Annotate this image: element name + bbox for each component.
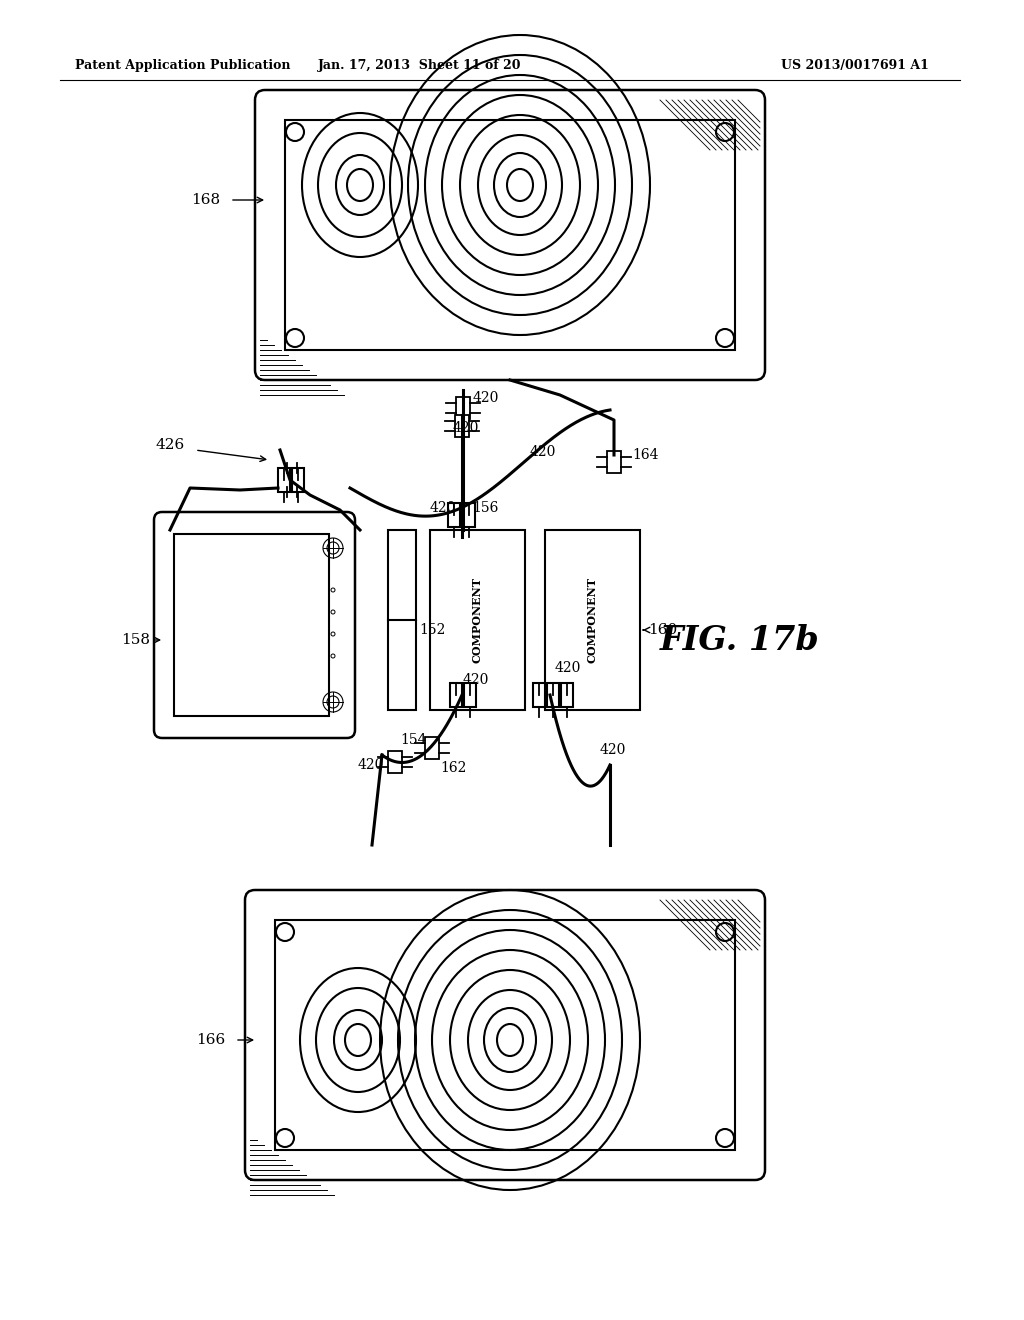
Ellipse shape — [716, 329, 734, 347]
Bar — [430, 531, 525, 710]
Text: 420: 420 — [358, 758, 384, 772]
Ellipse shape — [716, 923, 734, 941]
Text: 168: 168 — [190, 193, 220, 207]
Text: 164: 164 — [632, 447, 658, 462]
Text: 420: 420 — [430, 502, 457, 515]
Bar — [464, 682, 476, 708]
Text: 420: 420 — [530, 445, 556, 459]
Text: Patent Application Publication: Patent Application Publication — [75, 58, 291, 71]
Bar — [463, 503, 475, 527]
Bar — [278, 469, 290, 492]
Bar — [285, 120, 735, 350]
Bar — [545, 531, 640, 710]
Text: 152: 152 — [419, 623, 445, 638]
Ellipse shape — [286, 329, 304, 347]
Text: COMPONENT: COMPONENT — [587, 577, 597, 663]
Bar — [174, 535, 329, 715]
Text: 166: 166 — [196, 1034, 225, 1047]
Text: 158: 158 — [121, 634, 150, 647]
Text: 420: 420 — [453, 421, 479, 436]
Ellipse shape — [507, 169, 534, 201]
Bar — [455, 414, 469, 437]
Text: 420: 420 — [473, 391, 500, 405]
Text: Jan. 17, 2013  Sheet 11 of 20: Jan. 17, 2013 Sheet 11 of 20 — [318, 58, 522, 71]
Bar — [450, 682, 462, 708]
Bar — [534, 682, 545, 708]
FancyBboxPatch shape — [255, 90, 765, 380]
Ellipse shape — [286, 123, 304, 141]
Bar — [456, 397, 470, 418]
Text: COMPONENT: COMPONENT — [471, 577, 482, 663]
FancyBboxPatch shape — [154, 512, 355, 738]
Bar — [281, 473, 303, 487]
Text: FIG. 17b: FIG. 17b — [660, 623, 820, 656]
Text: 154: 154 — [400, 733, 427, 747]
Bar — [425, 737, 439, 759]
Ellipse shape — [276, 923, 294, 941]
Text: 156: 156 — [472, 502, 499, 515]
Text: 426: 426 — [155, 438, 184, 451]
Text: 162: 162 — [440, 762, 466, 775]
Ellipse shape — [347, 169, 373, 201]
Bar — [275, 920, 735, 1150]
Bar — [449, 503, 460, 527]
Text: 160: 160 — [648, 623, 677, 638]
Text: 420: 420 — [600, 743, 627, 756]
Bar — [607, 451, 621, 473]
Text: 420: 420 — [555, 661, 582, 675]
Ellipse shape — [716, 123, 734, 141]
Ellipse shape — [716, 1129, 734, 1147]
Ellipse shape — [345, 1024, 371, 1056]
Text: 420: 420 — [463, 673, 489, 686]
Bar — [547, 682, 559, 708]
Bar — [388, 531, 416, 710]
Ellipse shape — [276, 1129, 294, 1147]
Text: US 2013/0017691 A1: US 2013/0017691 A1 — [781, 58, 929, 71]
Bar — [561, 682, 573, 708]
Bar — [388, 751, 402, 774]
FancyBboxPatch shape — [245, 890, 765, 1180]
Ellipse shape — [497, 1024, 523, 1056]
Bar — [292, 469, 304, 492]
